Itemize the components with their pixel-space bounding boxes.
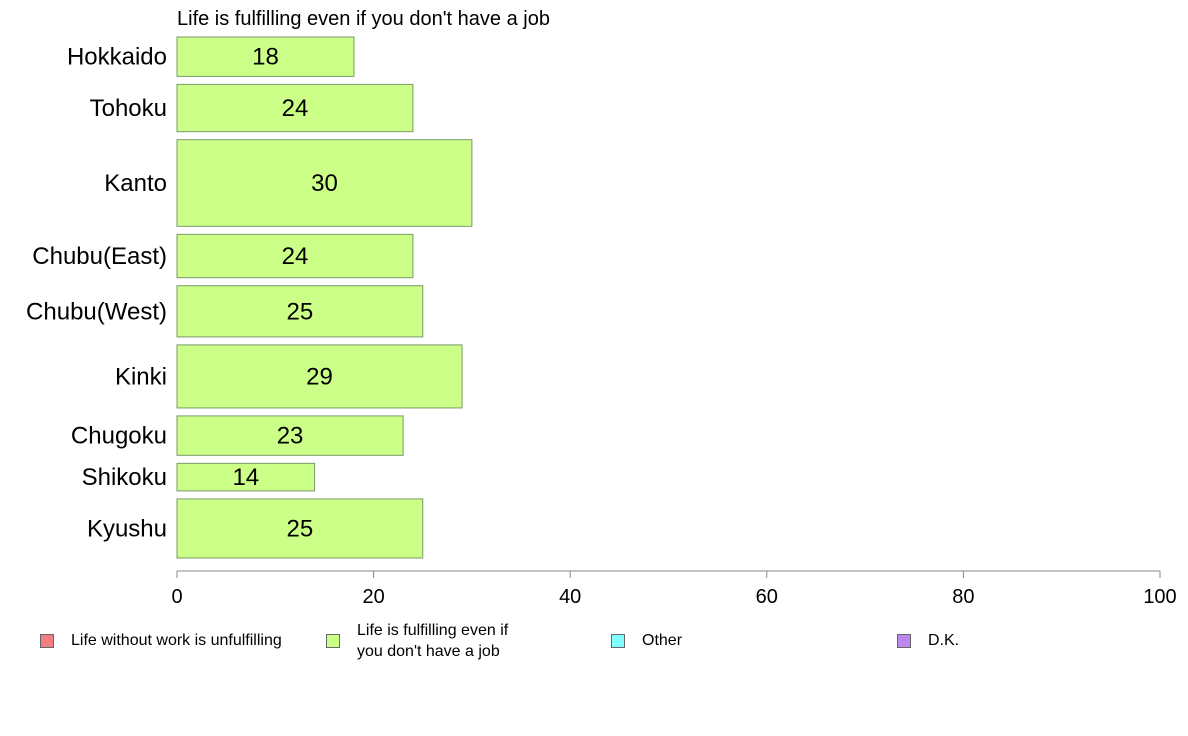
bar-kinki: [176, 344, 463, 409]
category-label-tohoku: Tohoku: [90, 95, 167, 122]
x-tick-label-60: 60: [756, 586, 778, 608]
x-tick-label-80: 80: [952, 586, 974, 608]
bar-hokkaido: [176, 36, 355, 77]
legend-item-fulfilling: Life is fulfilling even if you don't hav…: [326, 620, 526, 662]
legend-label-other: Other: [642, 632, 683, 649]
legend: Life without work is unfulfilling Life i…: [0, 620, 1188, 670]
category-label-shikoku: Shikoku: [82, 464, 167, 491]
x-tick-label-40: 40: [559, 586, 581, 608]
bar-chugoku: [176, 415, 404, 456]
legend-label-dk: D.K.: [928, 632, 960, 649]
data-label-tohoku: 24: [282, 95, 309, 122]
data-label-kanto: 30: [311, 170, 338, 197]
bar-chubu-east: [176, 233, 414, 279]
legend-item-dk: D.K.: [897, 630, 959, 651]
data-label-kyushu: 25: [287, 515, 314, 542]
category-label-kinki: Kinki: [115, 363, 167, 390]
bar-kanto: [176, 139, 473, 227]
x-axis: 0 20 40 60 80 100: [171, 570, 1177, 608]
legend-item-unfulfilling: Life without work is unfulfilling: [40, 630, 282, 651]
legend-item-other: Other: [611, 630, 682, 651]
data-label-kinki: 29: [306, 363, 333, 390]
legend-label-unfulfilling: Life without work is unfulfilling: [71, 632, 282, 649]
category-label-hokkaido: Hokkaido: [67, 44, 167, 71]
category-label-kyushu: Kyushu: [87, 515, 167, 542]
category-label-kanto: Kanto: [104, 170, 167, 197]
bars-group: Hokkaido 18 Tohoku 24 Kanto 30 Chubu(East) 24 Ch…: [26, 36, 473, 559]
bar-chubu-west: [176, 285, 424, 338]
legend-swatch-unfulfilling: [40, 634, 54, 648]
bar-chart: Life is fulfilling even if you don't hav…: [26, 8, 1177, 608]
data-label-chubu-west: 25: [287, 298, 314, 325]
x-tick-label-0: 0: [171, 586, 182, 608]
category-label-chubu-east: Chubu(East): [32, 243, 167, 270]
category-label-chubu-west: Chubu(West): [26, 298, 167, 325]
chart-title: Life is fulfilling even if you don't hav…: [177, 8, 550, 30]
data-label-shikoku: 14: [232, 464, 259, 491]
data-label-chubu-east: 24: [282, 243, 309, 270]
legend-swatch-dk: [897, 634, 911, 648]
legend-label-fulfilling: Life is fulfilling even if you don't hav…: [357, 622, 509, 660]
x-tick-label-20: 20: [362, 586, 384, 608]
data-label-chugoku: 23: [277, 423, 304, 450]
x-tick-label-100: 100: [1143, 586, 1176, 608]
bar-shikoku: [176, 462, 316, 492]
category-label-chugoku: Chugoku: [71, 423, 167, 450]
legend-swatch-other: [611, 634, 625, 648]
bar-kyushu: [176, 498, 424, 559]
data-label-hokkaido: 18: [252, 44, 279, 71]
bar-tohoku: [176, 83, 414, 133]
legend-swatch-fulfilling: [326, 634, 340, 648]
